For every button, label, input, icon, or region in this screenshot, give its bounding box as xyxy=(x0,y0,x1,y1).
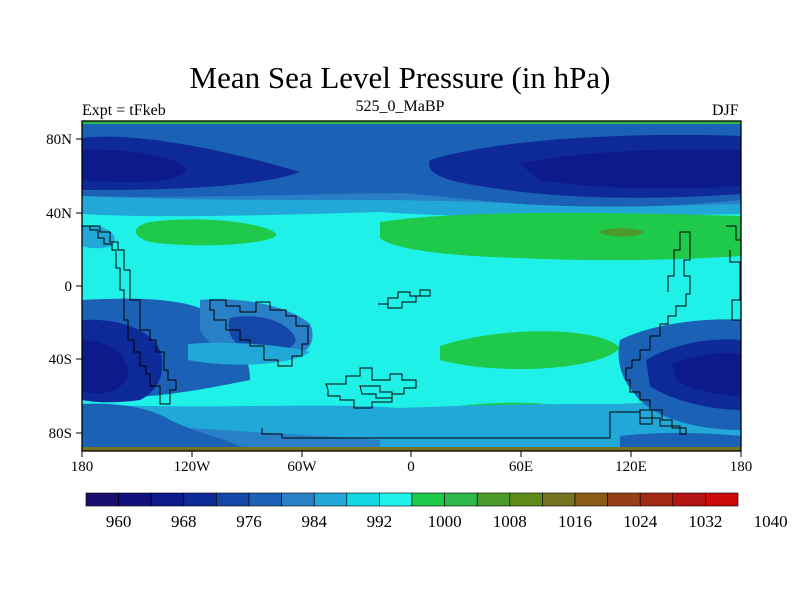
colorbar-box xyxy=(639,492,674,507)
colorbar xyxy=(85,492,739,507)
y-tick-label: 40S xyxy=(49,352,72,368)
colorbar-box xyxy=(183,492,217,507)
x-tick-label: 120W xyxy=(174,459,212,475)
colorbar-label: 1016 xyxy=(558,512,592,531)
experiment-label: Expt = tFkeb xyxy=(82,102,166,119)
colorbar-label: 1024 xyxy=(623,512,658,531)
colorbar-labels: 960 968 976 984 992 1000 1008 1016 1024 1032 1040 xyxy=(106,512,788,531)
colorbar-box xyxy=(476,492,511,507)
colorbar-label: 1040 xyxy=(754,512,788,531)
colorbar-label: 992 xyxy=(367,512,393,531)
colorbar-label: 968 xyxy=(171,512,197,531)
south-america-interior xyxy=(209,299,309,367)
colorbar-box xyxy=(248,492,282,507)
pressure-field xyxy=(82,121,741,451)
south-pacific-low-968 xyxy=(82,340,129,394)
colorbar-label: 1008 xyxy=(493,512,527,531)
x-tick-label: 60W xyxy=(287,459,317,475)
north-low-west-968 xyxy=(82,149,187,183)
antarctic-edge-984 xyxy=(620,432,741,451)
x-tick-label: 180 xyxy=(71,459,94,475)
colorbar-box xyxy=(542,492,576,507)
southern-ocean-984 xyxy=(82,403,250,451)
colorbar-box xyxy=(509,492,543,507)
antarctic-australia-coast xyxy=(261,231,691,439)
x-tick-label: 120E xyxy=(615,459,647,475)
x-tick-label: 180 xyxy=(730,459,753,475)
high-north-asia xyxy=(380,212,741,261)
south-pole-band xyxy=(82,447,741,451)
colorbar-box xyxy=(216,492,250,507)
south-atlantic-inner xyxy=(359,385,393,399)
high-north-atlantic xyxy=(135,219,277,246)
colorbar-box xyxy=(607,492,641,507)
equatorial-africa-coast xyxy=(378,289,431,309)
colorbar-box xyxy=(346,492,380,507)
colorbar-box xyxy=(281,492,315,507)
colorbar-box xyxy=(150,492,185,507)
colorbar-label: 976 xyxy=(236,512,262,531)
island-fragment xyxy=(639,409,653,425)
colorbar-label: 984 xyxy=(301,512,327,531)
colorbar-box xyxy=(574,492,608,507)
axis-ticks xyxy=(76,138,742,457)
colorbar-box xyxy=(85,492,119,507)
north-low-east-968 xyxy=(520,149,741,189)
x-tick-label: 0 xyxy=(407,459,415,475)
y-tick-label: 80N xyxy=(46,132,72,148)
east-coast-fragment xyxy=(726,225,741,321)
colorbar-box xyxy=(379,492,413,507)
australia-low-968 xyxy=(672,353,741,396)
colorbar-box xyxy=(118,492,152,507)
south-atlantic-outline xyxy=(325,367,417,409)
colorbar-box xyxy=(411,492,445,507)
north-band-992 xyxy=(82,196,741,217)
y-tick-label: 80S xyxy=(49,426,72,442)
colorbar-box xyxy=(672,492,706,507)
colorbar-box xyxy=(313,492,348,507)
high-tibet-1012 xyxy=(598,228,644,237)
y-tick-label: 40N xyxy=(46,206,72,222)
americas-coast xyxy=(82,225,177,405)
colorbar-box xyxy=(705,492,739,507)
colorbar-box xyxy=(444,492,478,507)
colorbar-label: 1000 xyxy=(428,512,462,531)
coastlines xyxy=(82,225,741,439)
colorbar-label: 960 xyxy=(106,512,132,531)
y-tick-label: 0 xyxy=(65,279,73,295)
x-tick-label: 60E xyxy=(509,459,533,475)
north-pole-band xyxy=(82,121,741,124)
period-label: 525_0_MaBP xyxy=(355,98,445,115)
high-south-indian xyxy=(440,331,620,370)
south-atlantic-992 xyxy=(188,342,310,365)
season-label: DJF xyxy=(712,102,739,119)
colorbar-label: 1032 xyxy=(688,512,722,531)
plot-title: Mean Sea Level Pressure (in hPa) xyxy=(189,60,611,95)
